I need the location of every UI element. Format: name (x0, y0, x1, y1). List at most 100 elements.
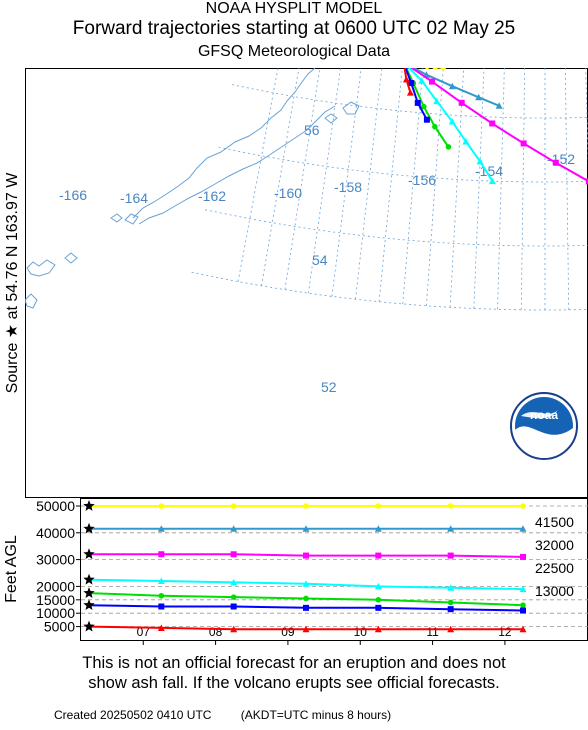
trajectory-7 (402, 68, 414, 96)
trajectory-1 (424, 68, 447, 71)
altitude-series-5 (83, 587, 526, 608)
coastline-segment (25, 293, 38, 309)
coastline-segment (138, 105, 336, 225)
altitude-start-star-icon (83, 587, 95, 598)
altitude-start-star-icon (83, 599, 95, 610)
lon-label: -166 (59, 187, 87, 203)
noaa-logo-text: noaa (530, 408, 558, 422)
trajectory-point (488, 177, 496, 185)
trajectory-point (520, 607, 526, 614)
trajectory-point (424, 68, 430, 70)
x-tick-label: 09 (281, 625, 295, 639)
trajectory-point (476, 157, 484, 165)
y-tick-label: 50000 (36, 498, 75, 514)
trajectory-point (158, 503, 165, 509)
trajectory-point (447, 625, 455, 633)
trajectory-point (432, 68, 438, 70)
latitude-labels: 56 54 52 (304, 122, 337, 395)
altitude-start-star-icon (83, 548, 95, 560)
y-tick-label: 30000 (36, 552, 75, 568)
lon-label: -164 (120, 190, 148, 206)
trajectory-point (375, 552, 382, 559)
trajectory-point (408, 80, 415, 87)
trajectory-point (158, 551, 165, 558)
altitude-start-star-icon (83, 522, 95, 534)
trajectory-point (519, 525, 527, 532)
trajectory-2 (411, 68, 503, 109)
trajectory-point (414, 99, 421, 106)
trajectory-point (447, 584, 455, 591)
coastline-segment (110, 213, 123, 223)
trajectory-point (303, 595, 309, 602)
trajectory-point (418, 77, 426, 84)
disclaimer-line-1: This is not an official forecast for an … (82, 654, 506, 672)
trajectory-point (448, 117, 456, 125)
trajectory-point (375, 503, 382, 509)
trajectory-point (230, 551, 237, 558)
x-tick-label: 11 (426, 625, 439, 639)
trajectory-point (230, 525, 238, 532)
latitude-gridline (205, 209, 588, 247)
y-axis-label: Feet AGL (3, 535, 20, 603)
trajectory-point (552, 159, 559, 166)
altitude-series-4 (83, 573, 527, 593)
trajectory-point (585, 178, 588, 185)
trajectory-point (458, 99, 465, 106)
trajectory-point (495, 102, 503, 109)
source-location-label: Source ★ at 54.76 N 163.97 W (4, 172, 21, 394)
lat-label: 52 (321, 379, 337, 395)
meteorological-data-label: GFSQ Meteorological Data (197, 43, 391, 60)
altitude-series-7 (83, 620, 527, 633)
coastline-segment (26, 259, 56, 277)
trajectory-point (447, 525, 455, 532)
trajectory-3 (410, 68, 588, 185)
series-end-label: 13000 (535, 583, 574, 599)
altitude-series-3 (83, 548, 526, 560)
series-end-label: 41500 (535, 514, 574, 530)
source-coordinates-text: Source ★ at 54.76 N 163.97 W (4, 172, 21, 394)
lon-label: -156 (408, 172, 436, 188)
trajectory-point (520, 553, 526, 560)
trajectory-point (230, 594, 237, 600)
trajectory-point (302, 525, 310, 532)
altitude-start-star-icon (83, 620, 95, 632)
longitude-gridline (564, 68, 570, 310)
trajectory-point (158, 603, 165, 610)
trajectory-point (375, 597, 382, 603)
trajectory-point (230, 625, 238, 633)
trajectory-point (447, 552, 454, 559)
trajectory-point (420, 103, 427, 110)
trajectory-point (489, 120, 496, 127)
longitude-gridline (331, 68, 362, 297)
longitude-gridline (355, 68, 383, 300)
longitude-gridline (402, 68, 424, 304)
x-tick-label: 08 (209, 625, 223, 639)
trajectory-point (302, 625, 310, 633)
trajectory-subtitle: Forward trajectories starting at 0600 UT… (72, 18, 516, 39)
trajectory-point (520, 602, 526, 608)
trajectory-point (448, 82, 456, 90)
trajectory-point (157, 525, 165, 532)
trajectory-point (374, 582, 382, 590)
model-title: NOAA HYSPLIT MODEL (205, 0, 383, 17)
trajectory-point (433, 97, 441, 105)
lon-label: -158 (334, 179, 362, 195)
longitude-gridline (520, 68, 526, 310)
trajectory-point (303, 604, 309, 611)
lon-label: -154 (475, 163, 503, 179)
trajectory-4 (407, 68, 496, 185)
noaa-logo: noaa (510, 392, 578, 460)
trajectory-point (432, 123, 438, 130)
longitude-gridline (449, 68, 465, 308)
footer: Created 20250502 0410 UTC (AKDT=UTC minu… (54, 708, 391, 722)
lat-label: 54 (312, 252, 328, 268)
series-end-label: 22500 (535, 560, 574, 576)
trajectory-point (230, 578, 238, 586)
timezone-note: (AKDT=UTC minus 8 hours) (240, 708, 392, 722)
trajectory-point (158, 592, 165, 599)
trajectory-6 (404, 68, 430, 123)
trajectory-point (423, 116, 430, 123)
trajectory-point (519, 625, 527, 633)
coastline-segment (342, 101, 360, 115)
longitude-gridline (284, 68, 321, 290)
